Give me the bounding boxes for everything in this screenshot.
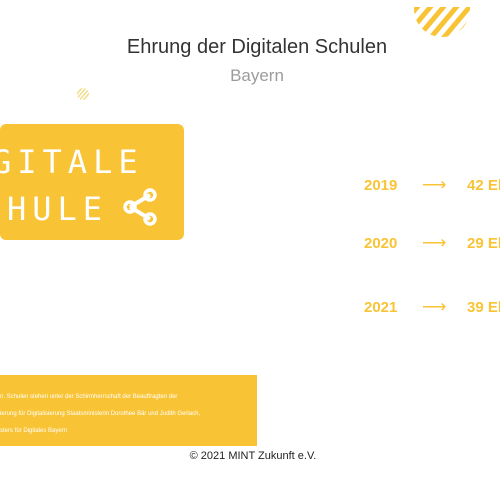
- info-box: n. Schulen stehen unter der Schirmherrsc…: [0, 375, 257, 446]
- arrow-icon: ⟶: [422, 233, 447, 252]
- logo-text-line1: GITALE: [0, 143, 144, 181]
- stat-row-2019: 2019 ⟶ 42 El: [0, 175, 500, 197]
- decorative-stripes: [414, 7, 470, 37]
- stat-row-2021: 2021 ⟶ 39 El: [0, 297, 500, 319]
- page-subtitle: Bayern: [230, 66, 284, 85]
- page-title: Ehrung der Digitalen Schulen: [126, 36, 388, 58]
- info-text-line1: n. Schulen stehen unter der Schirmherrsc…: [0, 394, 178, 400]
- arrow-icon: ⟶: [422, 175, 447, 194]
- share-icon: [123, 188, 157, 226]
- copyright-text: © 2021 MINT Zukunft e.V.: [189, 450, 317, 462]
- stat-count: 42 El: [467, 177, 500, 194]
- info-text-line2: ierung für Digitalisierung Staatsministe…: [0, 411, 201, 417]
- logo-text-line2: HULE: [7, 190, 109, 228]
- arrow-icon: ⟶: [422, 297, 447, 316]
- decorative-dot: [77, 87, 89, 100]
- stat-count: 39 El: [467, 299, 500, 316]
- stat-year: 2019: [364, 177, 398, 194]
- stat-count: 29 El: [467, 235, 500, 252]
- stat-year: 2021: [364, 299, 398, 316]
- stat-row-2020: 2020 ⟶ 29 El: [0, 233, 500, 255]
- info-text-line3: sters für Digitales Bayern: [0, 428, 68, 434]
- stat-year: 2020: [364, 235, 398, 252]
